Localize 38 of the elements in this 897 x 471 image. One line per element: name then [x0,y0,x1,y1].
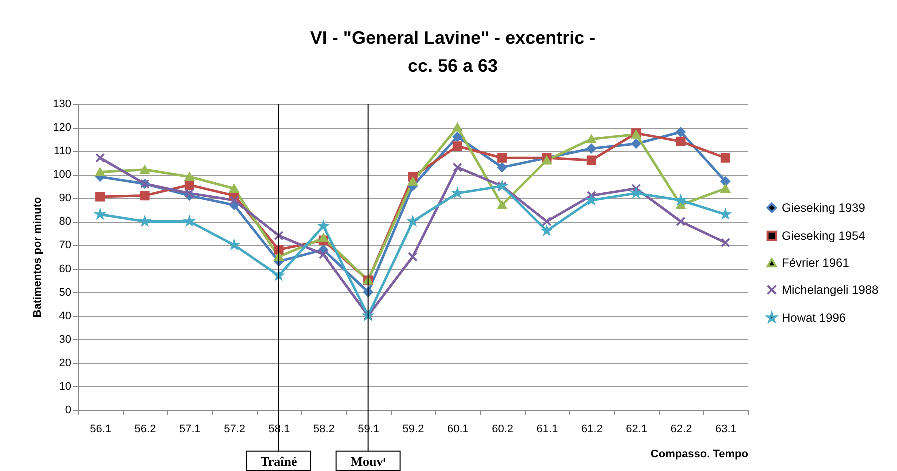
y-tick-label: 70 [59,240,72,252]
ref-line-label: Mouvᵗ [350,454,386,469]
chart-title: VI - "General Lavine" - excentric - [310,28,596,48]
x-tick-label: 60.1 [447,424,469,436]
y-tick-label: 30 [59,334,72,346]
y-tick-label: 60 [59,263,72,276]
x-tick-label: 62.2 [670,424,692,436]
x-tick-label: 61.1 [536,424,558,436]
legend-label: Howat 1996 [782,311,846,325]
x-tick-label: 59.2 [402,424,424,436]
y-tick-label: 120 [53,122,72,134]
y-tick-label: 10 [59,380,72,393]
y-tick-label: 130 [53,98,72,110]
y-tick-label: 90 [59,192,72,205]
y-axis-title: Batimentos por minuto [32,197,44,318]
y-tick-label: 80 [59,216,72,228]
x-tick-label: 56.1 [90,424,112,436]
x-tick-label: 56.2 [134,424,156,436]
x-tick-label: 60.2 [492,424,514,436]
ref-line-label: Traîné [260,454,298,469]
y-tick-label: 0 [65,404,72,416]
x-tick-label: 63.1 [715,424,737,436]
legend-label: Michelangeli 1988 [782,283,880,297]
x-tick-label: 62.1 [626,424,648,436]
x-tick-label: 61.2 [581,424,603,436]
legend-label: Gieseking 1954 [782,229,866,243]
x-axis-title: Compasso. Tempo [650,448,749,460]
legend-label: Février 1961 [782,256,850,270]
x-tick-label: 58.2 [313,424,335,436]
y-tick-label: 20 [59,357,72,370]
x-tick-label: 57.1 [179,424,201,436]
y-tick-label: 40 [59,310,72,322]
y-tick-label: 100 [53,169,72,182]
legend-label: Gieseking 1939 [782,201,866,215]
y-tick-label: 50 [59,286,72,299]
x-tick-label: 57.2 [224,424,246,436]
chart-subtitle: cc. 56 a 63 [408,56,498,76]
y-tick-label: 110 [54,146,72,158]
